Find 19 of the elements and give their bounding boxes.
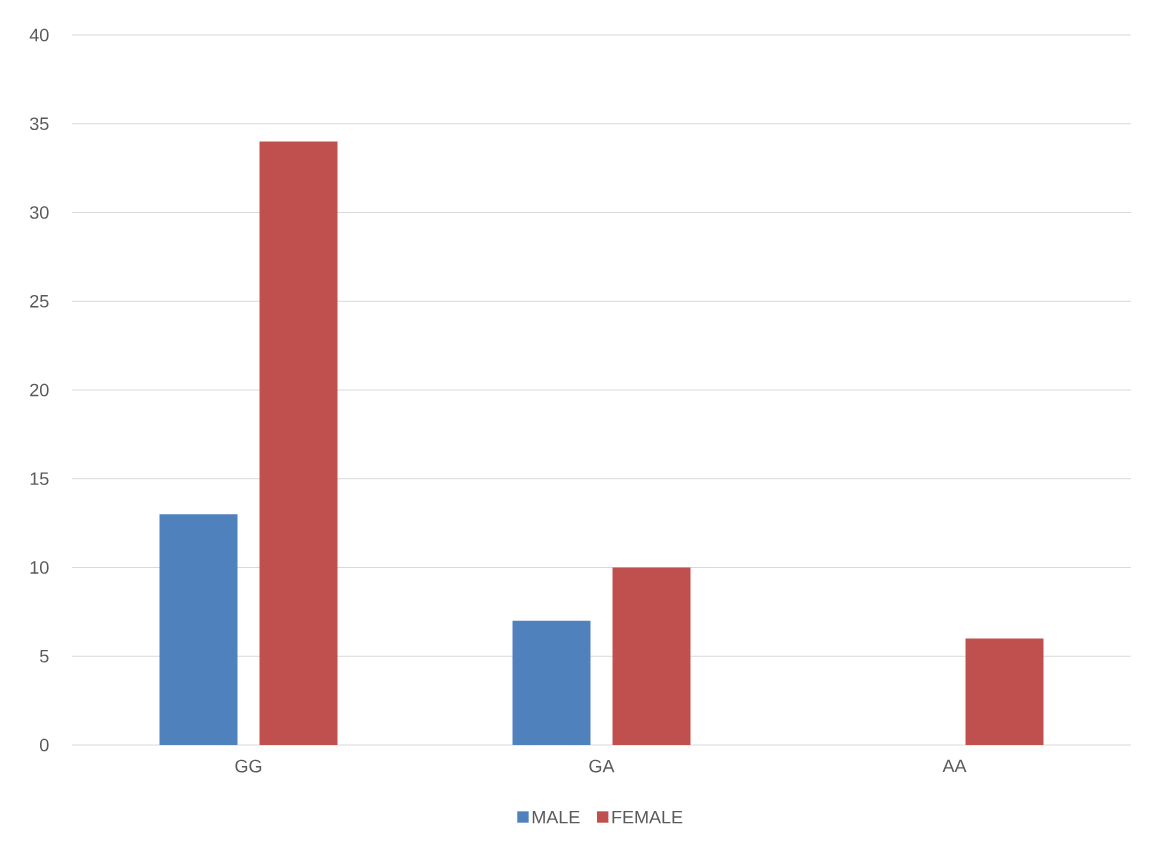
bar	[259, 141, 338, 745]
legend-label: FEMALE	[612, 810, 683, 824]
x-tick-label: GG	[235, 759, 262, 773]
y-tick-label: 0	[39, 738, 49, 752]
y-tick-label: 10	[30, 561, 49, 574]
y-tick-label: 35	[29, 117, 49, 131]
bar	[612, 567, 691, 745]
bar	[512, 620, 591, 745]
y-tick-label: 40	[29, 28, 49, 42]
y-tick-label: 30	[29, 206, 49, 219]
y-tick-label: 5	[39, 649, 49, 663]
y-tick-label: 20	[30, 383, 49, 397]
x-tick-label: GA	[589, 759, 615, 773]
bar	[965, 638, 1044, 745]
y-tick-label: 15	[30, 472, 49, 486]
bar	[159, 514, 238, 745]
legend-label: MALE	[532, 810, 580, 824]
x-tick-label: AA	[942, 759, 967, 773]
y-tick-label: 25	[30, 294, 49, 308]
